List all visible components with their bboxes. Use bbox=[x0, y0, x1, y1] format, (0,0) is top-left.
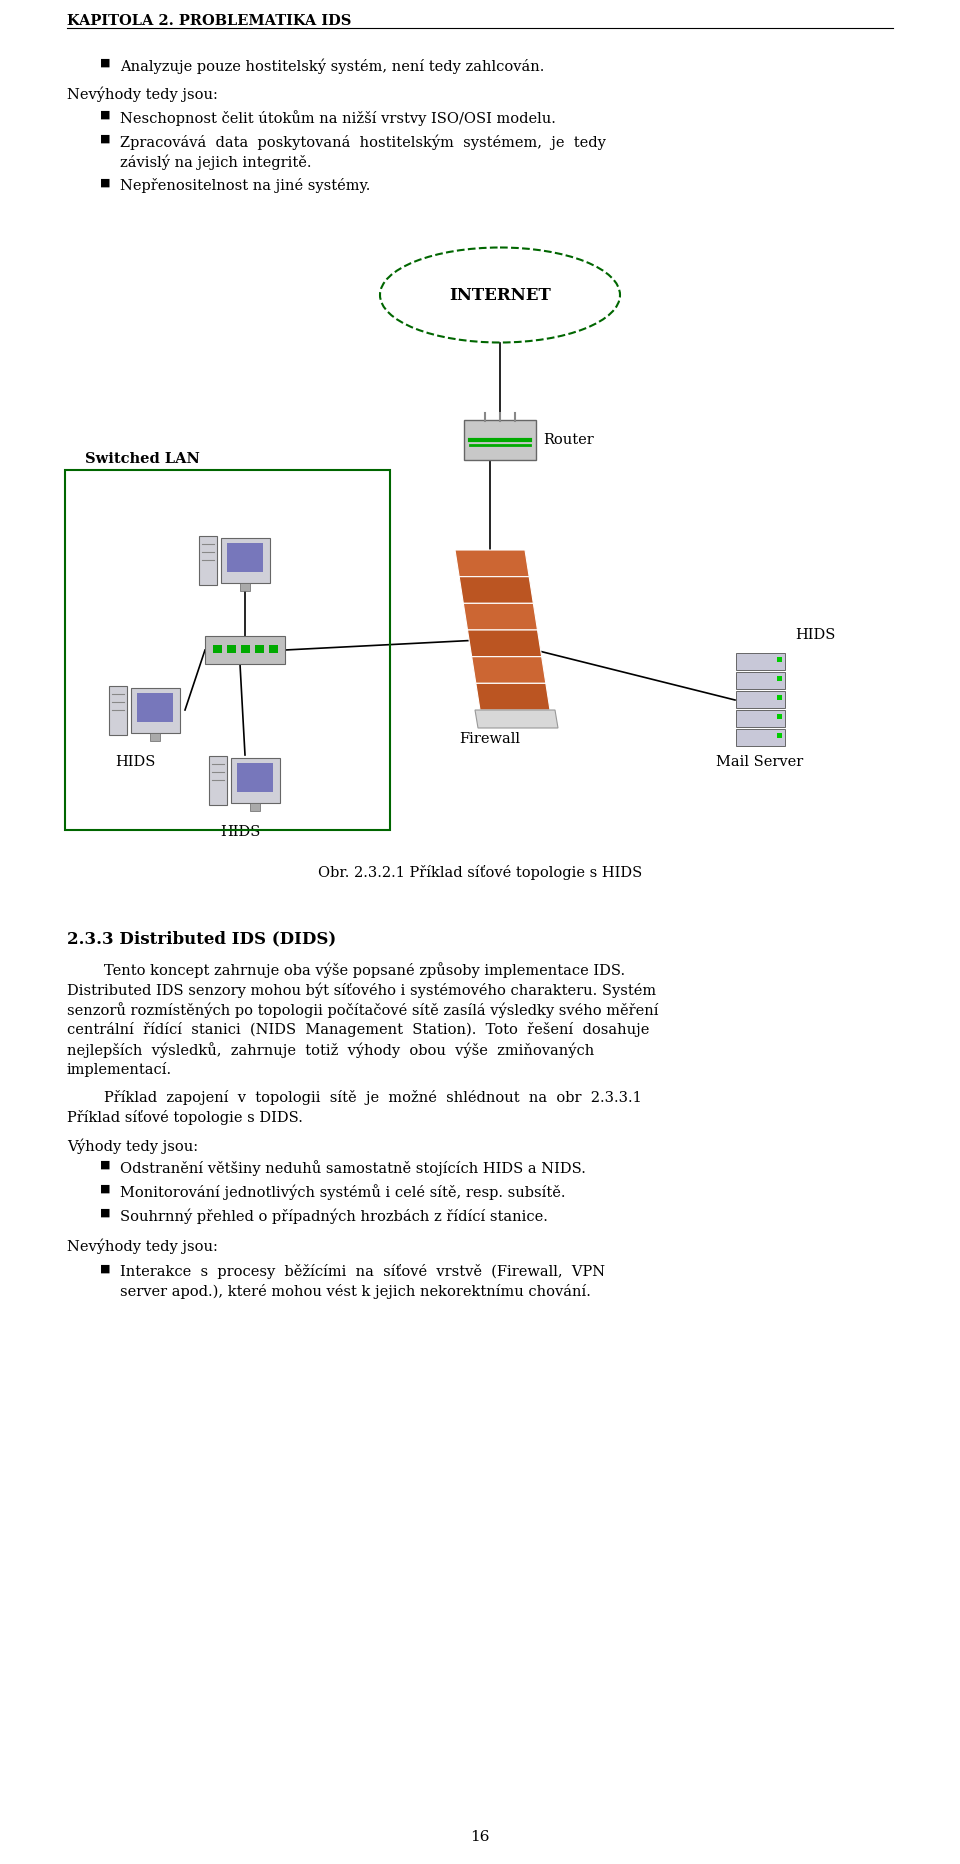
Text: ■: ■ bbox=[100, 110, 110, 119]
Bar bbox=[137, 693, 173, 721]
Text: 16: 16 bbox=[470, 1830, 490, 1843]
Text: ■: ■ bbox=[100, 1208, 110, 1217]
Text: závislý na jejich integritě.: závislý na jejich integritě. bbox=[120, 155, 311, 170]
Text: Nevýhody tedy jsou:: Nevýhody tedy jsou: bbox=[67, 1238, 218, 1253]
Bar bbox=[221, 537, 270, 582]
Bar bbox=[240, 582, 250, 591]
Text: HIDS: HIDS bbox=[220, 826, 260, 839]
Polygon shape bbox=[468, 630, 541, 656]
Bar bbox=[199, 535, 217, 585]
Text: Switched LAN: Switched LAN bbox=[85, 451, 200, 466]
Bar bbox=[237, 762, 273, 792]
Text: server apod.), které mohou vést k jejich nekorektnímu chování.: server apod.), které mohou vést k jejich… bbox=[120, 1284, 590, 1299]
Bar bbox=[735, 710, 784, 727]
Polygon shape bbox=[459, 576, 534, 604]
Text: INTERNET: INTERNET bbox=[449, 287, 551, 304]
Text: Neschopnost čelit útokům na nižší vrstvy ISO/OSI modelu.: Neschopnost čelit útokům na nižší vrstvy… bbox=[120, 110, 556, 127]
Text: ■: ■ bbox=[100, 177, 110, 188]
Text: Souhrnný přehled o případných hrozbách z řídící stanice.: Souhrnný přehled o případných hrozbách z… bbox=[120, 1208, 548, 1223]
Bar bbox=[777, 733, 781, 738]
Text: Výhody tedy jsou:: Výhody tedy jsou: bbox=[67, 1139, 198, 1154]
Text: centrální  řídící  stanici  (NIDS  Management  Station).  Toto  řešení  dosahuje: centrální řídící stanici (NIDS Managemen… bbox=[67, 1021, 649, 1036]
Text: Monitorování jednotlivých systémů i celé sítě, resp. subsítě.: Monitorování jednotlivých systémů i celé… bbox=[120, 1184, 565, 1200]
Bar bbox=[735, 671, 784, 688]
Bar bbox=[269, 645, 278, 652]
Polygon shape bbox=[476, 684, 550, 710]
Polygon shape bbox=[464, 604, 538, 630]
Bar bbox=[777, 656, 781, 662]
Text: Tento koncept zahrnuje oba výše popsané způsoby implementace IDS.: Tento koncept zahrnuje oba výše popsané … bbox=[67, 962, 625, 979]
Text: Nevýhody tedy jsou:: Nevýhody tedy jsou: bbox=[67, 86, 218, 101]
Text: 2.3.3 Distributed IDS (DIDS): 2.3.3 Distributed IDS (DIDS) bbox=[67, 930, 336, 947]
Text: Zpracovává  data  poskytovaná  hostitelským  systémem,  je  tedy: Zpracovává data poskytovaná hostitelským… bbox=[120, 134, 606, 149]
Bar bbox=[230, 757, 279, 803]
Bar bbox=[241, 645, 250, 652]
Polygon shape bbox=[455, 550, 529, 576]
Bar bbox=[255, 645, 264, 652]
Bar bbox=[150, 733, 160, 740]
Text: nejlepších  výsledků,  zahrnuje  totiž  výhody  obou  výše  zmiňovaných: nejlepších výsledků, zahrnuje totiž výho… bbox=[67, 1042, 594, 1059]
Bar bbox=[65, 470, 390, 829]
Text: Odstranění většiny neduhů samostatně stojících HIDS a NIDS.: Odstranění většiny neduhů samostatně sto… bbox=[120, 1159, 586, 1176]
Bar bbox=[777, 714, 781, 718]
Text: Mail Server: Mail Server bbox=[716, 755, 804, 770]
Text: implementací.: implementací. bbox=[67, 1062, 172, 1077]
Text: ■: ■ bbox=[100, 134, 110, 144]
Text: ■: ■ bbox=[100, 58, 110, 67]
Bar bbox=[227, 645, 236, 652]
Bar bbox=[108, 686, 127, 734]
Bar bbox=[131, 688, 180, 733]
Bar bbox=[777, 695, 781, 699]
Text: Firewall: Firewall bbox=[460, 733, 520, 746]
Text: Příklad síťové topologie s DIDS.: Příklad síťové topologie s DIDS. bbox=[67, 1109, 302, 1126]
Bar bbox=[735, 652, 784, 669]
Text: Obr. 2.3.2.1 Příklad síťové topologie s HIDS: Obr. 2.3.2.1 Příklad síťové topologie s … bbox=[318, 865, 642, 880]
Polygon shape bbox=[475, 710, 558, 729]
Text: Příklad  zapojení  v  topologii  sítě  je  možné  shlédnout  na  obr  2.3.3.1: Příklad zapojení v topologii sítě je mož… bbox=[67, 1090, 641, 1105]
Text: ■: ■ bbox=[100, 1184, 110, 1195]
Text: HIDS: HIDS bbox=[115, 755, 156, 770]
Bar bbox=[213, 645, 222, 652]
Text: senzorů rozmístěných po topologii počítačové sítě zasílá výsledky svého měření: senzorů rozmístěných po topologii počíta… bbox=[67, 1003, 659, 1018]
Bar bbox=[250, 803, 260, 811]
Text: Analyzuje pouze hostitelský systém, není tedy zahlcován.: Analyzuje pouze hostitelský systém, není… bbox=[120, 58, 544, 73]
Text: Distributed IDS senzory mohou být síťového i systémového charakteru. Systém: Distributed IDS senzory mohou být síťové… bbox=[67, 982, 656, 997]
Bar bbox=[208, 755, 227, 805]
Text: Router: Router bbox=[543, 432, 593, 447]
Text: Nepřenositelnost na jiné systémy.: Nepřenositelnost na jiné systémy. bbox=[120, 177, 371, 194]
Polygon shape bbox=[471, 656, 546, 684]
Bar bbox=[735, 729, 784, 746]
Text: HIDS: HIDS bbox=[795, 628, 835, 641]
Text: ■: ■ bbox=[100, 1264, 110, 1273]
Text: Interakce  s  procesy  běžícími  na  síťové  vrstvě  (Firewall,  VPN: Interakce s procesy běžícími na síťové v… bbox=[120, 1264, 605, 1279]
Text: ■: ■ bbox=[100, 1159, 110, 1171]
Bar bbox=[735, 690, 784, 708]
Bar bbox=[777, 675, 781, 680]
Bar bbox=[205, 636, 285, 664]
FancyBboxPatch shape bbox=[464, 419, 536, 460]
Bar bbox=[227, 542, 263, 572]
Text: KAPITOLA 2. PROBLEMATIKA IDS: KAPITOLA 2. PROBLEMATIKA IDS bbox=[67, 15, 351, 28]
